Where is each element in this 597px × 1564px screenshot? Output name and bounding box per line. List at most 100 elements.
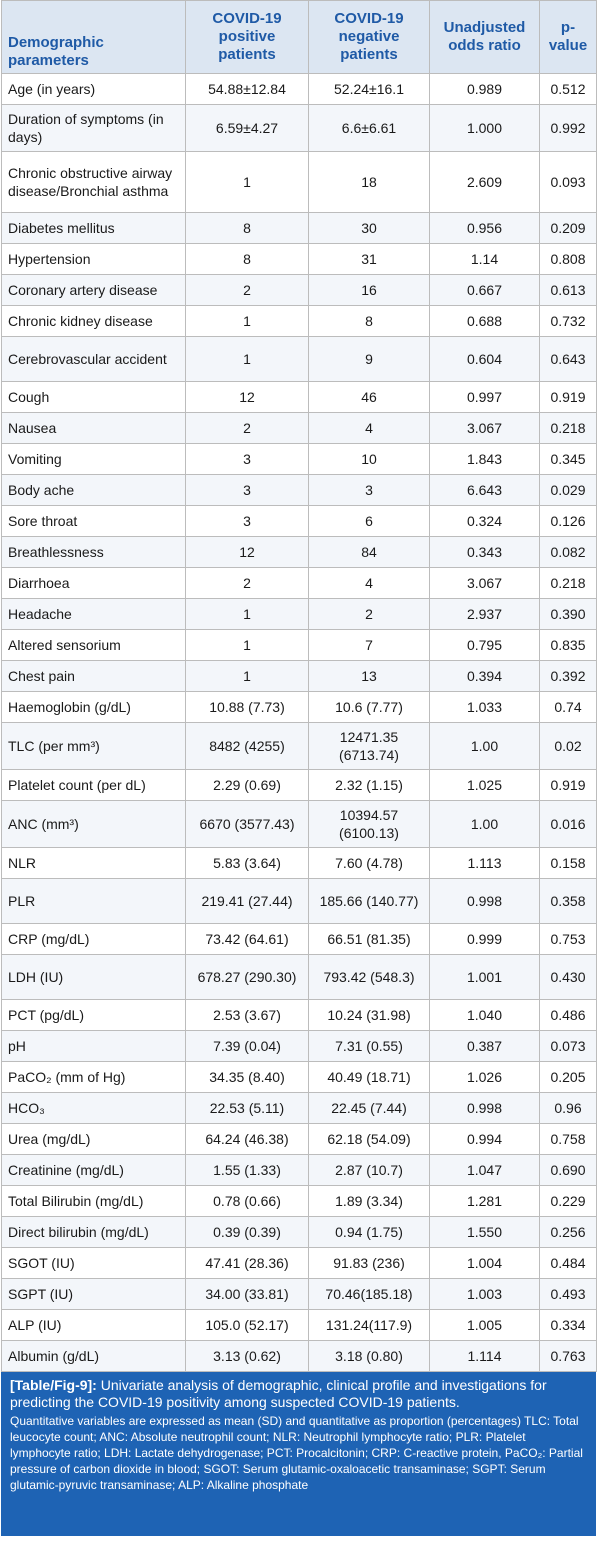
p-value-cell: 0.158 (539, 847, 597, 879)
p-value-cell: 0.919 (539, 381, 597, 413)
table-row: LDH (IU) 678.27 (290.30) 793.42 (548.3) 1.0… (1, 954, 597, 1000)
p-value-cell: 0.334 (539, 1309, 597, 1341)
table-row: Platelet count (per dL) 2.29 (0.69) 2.32 (… (1, 769, 597, 801)
positive-cell: 3 (185, 443, 309, 475)
positive-cell: 1 (185, 336, 309, 382)
p-value-cell: 0.763 (539, 1340, 597, 1372)
param-cell: Headache (1, 598, 186, 630)
p-value-cell: 0.96 (539, 1092, 597, 1124)
odds-ratio-cell: 1.004 (429, 1247, 540, 1279)
positive-cell: 3 (185, 474, 309, 506)
odds-ratio-cell: 0.795 (429, 629, 540, 661)
positive-cell: 1 (185, 305, 309, 337)
negative-cell: 793.42 (548.3) (308, 954, 430, 1000)
negative-cell: 2 (308, 598, 430, 630)
table-row: HCO₃ 22.53 (5.11) 22.45 (7.44) 0.998 0.96 (1, 1092, 597, 1124)
positive-cell: 0.39 (0.39) (185, 1216, 309, 1248)
positive-cell: 0.78 (0.66) (185, 1185, 309, 1217)
negative-cell: 84 (308, 536, 430, 568)
negative-cell: 91.83 (236) (308, 1247, 430, 1279)
negative-cell: 7.60 (4.78) (308, 847, 430, 879)
data-table: Demographic parameters COVID-19 positive… (1, 0, 597, 1372)
negative-cell: 10 (308, 443, 430, 475)
p-value-cell: 0.486 (539, 999, 597, 1031)
odds-ratio-cell: 0.667 (429, 274, 540, 306)
p-value-cell: 0.484 (539, 1247, 597, 1279)
table-row: Headache 1 2 2.937 0.390 (1, 598, 597, 630)
param-cell: ALP (IU) (1, 1309, 186, 1341)
p-value-cell: 0.512 (539, 73, 597, 105)
p-value-cell: 0.390 (539, 598, 597, 630)
positive-cell: 47.41 (28.36) (185, 1247, 309, 1279)
negative-cell: 3.18 (0.80) (308, 1340, 430, 1372)
param-cell: Haemoglobin (g/dL) (1, 691, 186, 723)
positive-cell: 34.00 (33.81) (185, 1278, 309, 1310)
table-row: Cough 12 46 0.997 0.919 (1, 381, 597, 413)
caption-title: Univariate analysis of demographic, clin… (10, 1377, 547, 1410)
negative-cell: 2.87 (10.7) (308, 1154, 430, 1186)
negative-cell: 2.32 (1.15) (308, 769, 430, 801)
odds-ratio-cell: 1.113 (429, 847, 540, 879)
p-value-cell: 0.808 (539, 243, 597, 275)
param-cell: Body ache (1, 474, 186, 506)
odds-ratio-cell: 0.989 (429, 73, 540, 105)
p-value-cell: 0.358 (539, 878, 597, 924)
table-row: Body ache 3 3 6.643 0.029 (1, 474, 597, 506)
negative-cell: 62.18 (54.09) (308, 1123, 430, 1155)
param-cell: Diabetes mellitus (1, 212, 186, 244)
positive-cell: 219.41 (27.44) (185, 878, 309, 924)
param-cell: Total Bilirubin (mg/dL) (1, 1185, 186, 1217)
negative-cell: 66.51 (81.35) (308, 923, 430, 955)
header-demographic-parameters: Demographic parameters (1, 0, 186, 74)
odds-ratio-cell: 0.994 (429, 1123, 540, 1155)
negative-cell: 4 (308, 567, 430, 599)
negative-cell: 70.46(185.18) (308, 1278, 430, 1310)
negative-cell: 185.66 (140.77) (308, 878, 430, 924)
positive-cell: 7.39 (0.04) (185, 1030, 309, 1062)
p-value-cell: 0.205 (539, 1061, 597, 1093)
p-value-cell: 0.256 (539, 1216, 597, 1248)
param-cell: TLC (per mm³) (1, 722, 186, 770)
param-cell: CRP (mg/dL) (1, 923, 186, 955)
table-row: SGPT (IU) 34.00 (33.81) 70.46(185.18) 1.003… (1, 1278, 597, 1310)
positive-cell: 2.29 (0.69) (185, 769, 309, 801)
table-row: SGOT (IU) 47.41 (28.36) 91.83 (236) 1.004 0.… (1, 1247, 597, 1279)
table-row: Direct bilirubin (mg/dL) 0.39 (0.39) 0.94 … (1, 1216, 597, 1248)
positive-cell: 6.59±4.27 (185, 104, 309, 152)
caption-label: [Table/Fig-9]: (10, 1377, 97, 1393)
negative-cell: 52.24±16.1 (308, 73, 430, 105)
table-row: PaCO₂ (mm of Hg) 34.35 (8.40) 40.49 (18.71… (1, 1061, 597, 1093)
odds-ratio-cell: 1.281 (429, 1185, 540, 1217)
header-row: Demographic parameters COVID-19 positive… (1, 0, 597, 74)
header-covid-positive: COVID-19 positive patients (185, 0, 309, 74)
p-value-cell: 0.082 (539, 536, 597, 568)
p-value-cell: 0.229 (539, 1185, 597, 1217)
param-cell: Creatinine (mg/dL) (1, 1154, 186, 1186)
table-row: Diarrhoea 2 4 3.067 0.218 (1, 567, 597, 599)
table-row: Creatinine (mg/dL) 1.55 (1.33) 2.87 (10.7)… (1, 1154, 597, 1186)
param-cell: Duration of symptoms (in days) (1, 104, 186, 152)
negative-cell: 10.24 (31.98) (308, 999, 430, 1031)
odds-ratio-cell: 1.047 (429, 1154, 540, 1186)
positive-cell: 8 (185, 212, 309, 244)
param-cell: Hypertension (1, 243, 186, 275)
odds-ratio-cell: 1.026 (429, 1061, 540, 1093)
p-value-cell: 0.493 (539, 1278, 597, 1310)
table-row: Diabetes mellitus 8 30 0.956 0.209 (1, 212, 597, 244)
param-cell: Chronic kidney disease (1, 305, 186, 337)
table-row: ALP (IU) 105.0 (52.17) 131.24(117.9) 1.005 0… (1, 1309, 597, 1341)
table-row: Haemoglobin (g/dL) 10.88 (7.73) 10.6 (7.77… (1, 691, 597, 723)
odds-ratio-cell: 1.000 (429, 104, 540, 152)
table-row: Duration of symptoms (in days) 6.59±4.27 6… (1, 104, 597, 152)
table-row: pH 7.39 (0.04) 7.31 (0.55) 0.387 0.073 (1, 1030, 597, 1062)
negative-cell: 7.31 (0.55) (308, 1030, 430, 1062)
param-cell: Direct bilirubin (mg/dL) (1, 1216, 186, 1248)
positive-cell: 8482 (4255) (185, 722, 309, 770)
param-cell: Sore throat (1, 505, 186, 537)
negative-cell: 8 (308, 305, 430, 337)
negative-cell: 3 (308, 474, 430, 506)
positive-cell: 10.88 (7.73) (185, 691, 309, 723)
odds-ratio-cell: 2.937 (429, 598, 540, 630)
positive-cell: 1 (185, 629, 309, 661)
negative-cell: 10.6 (7.77) (308, 691, 430, 723)
